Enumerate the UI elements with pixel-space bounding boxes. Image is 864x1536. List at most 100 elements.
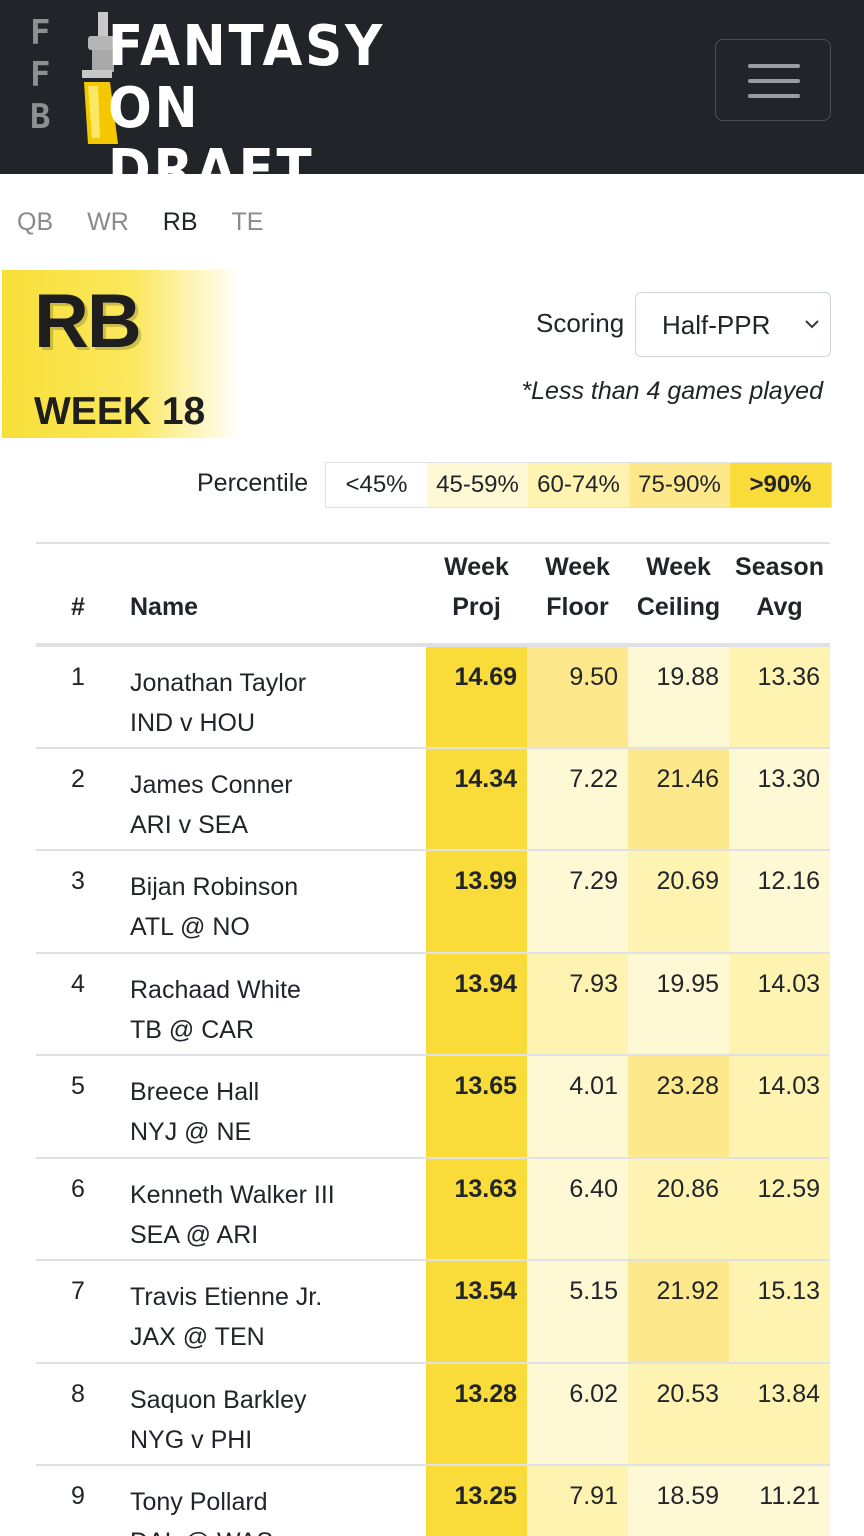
table-row[interactable]: 7 Travis Etienne Jr. JAX @ TEN 13.54 5.15 21.… (36, 1260, 830, 1364)
player-name[interactable]: Travis Etienne Jr. (130, 1283, 323, 1311)
player-name[interactable]: Kenneth Walker III (130, 1180, 335, 1209)
logo-ffb-letters: F F B (30, 12, 58, 147)
week-ceiling-cell: 21.46 (628, 747, 729, 851)
week-ceiling-cell: 23.28 (628, 1055, 729, 1159)
season-avg-cell: 14.03 (729, 1055, 830, 1159)
season-avg-cell: 12.59 (729, 1157, 830, 1261)
season-avg-cell: 14.03 (729, 952, 830, 1056)
hamburger-icon (748, 94, 800, 98)
player-matchup: SEA @ ARI (130, 1220, 259, 1249)
rank-cell: 8 (36, 1362, 120, 1466)
rank-cell: 7 (36, 1260, 120, 1364)
season-avg-cell: 13.84 (729, 1362, 830, 1466)
percentile-label: Percentile (197, 469, 309, 497)
week-proj-cell: 13.54 (426, 1260, 527, 1364)
player-name[interactable]: Jonathan Taylor (130, 669, 307, 697)
chevron-down-icon (805, 320, 819, 329)
heading-position: RB (34, 279, 142, 364)
week-ceiling-cell: 20.86 (628, 1157, 729, 1261)
player-name[interactable]: Breece Hall (130, 1078, 260, 1106)
table-row[interactable]: 2 James Conner ARI v SEA 14.34 7.22 21.46 13.3… (36, 747, 830, 851)
player-matchup: IND v HOU (130, 709, 255, 737)
table-row[interactable]: 3 Bijan Robinson ATL @ NO 13.99 7.29 20.69 12.… (36, 850, 830, 954)
week-floor-cell: 5.15 (527, 1260, 628, 1364)
percentile-band: 60-74% (528, 463, 629, 507)
table-row[interactable]: 5 Breece Hall NYJ @ NE 13.65 4.01 23.28 14.03 (36, 1055, 830, 1159)
player-matchup: NYG v PHI (130, 1425, 253, 1454)
scoring-select[interactable]: Half-PPR (635, 292, 831, 357)
week-proj-cell: 13.65 (426, 1055, 527, 1159)
player-cell: Kenneth Walker III SEA @ ARI (120, 1157, 426, 1261)
rank-cell: 6 (36, 1157, 120, 1261)
week-floor-cell: 6.02 (527, 1362, 628, 1466)
player-cell: Saquon Barkley NYG v PHI (120, 1362, 426, 1466)
player-name[interactable]: Bijan Robinson (130, 873, 299, 901)
table-row[interactable]: 4 Rachaad White TB @ CAR 13.94 7.93 19.95 14.0… (36, 952, 830, 1056)
week-floor-cell: 7.22 (527, 747, 628, 851)
week-ceiling-cell: 18.59 (628, 1465, 729, 1536)
column-header-rank[interactable]: # (36, 542, 120, 647)
week-floor-cell: 7.29 (527, 850, 628, 954)
column-header-week-proj[interactable]: Week Proj (426, 542, 527, 647)
table-header-row: # Name Week Proj Week Floor Week Ceiling (36, 542, 830, 647)
player-matchup: JAX @ TEN (130, 1323, 265, 1351)
player-name[interactable]: Tony Pollard (130, 1488, 268, 1516)
logo-wordmark: FANTASY ON DRAFT (108, 16, 409, 202)
rank-cell: 9 (36, 1465, 120, 1536)
rank-cell: 1 (36, 645, 120, 749)
player-cell: Bijan Robinson ATL @ NO (120, 850, 426, 954)
site-logo[interactable]: F F B FANTASY ON DRAFT (30, 12, 390, 202)
week-proj-cell: 13.63 (426, 1157, 527, 1261)
table-row[interactable]: 8 Saquon Barkley NYG v PHI 13.28 6.02 20.53 13… (36, 1362, 830, 1466)
tab-wr[interactable]: WR (87, 208, 129, 236)
tab-te[interactable]: TE (231, 208, 264, 236)
percentile-legend: <45% 45-59% 60-74% 75-90% >90% (325, 462, 832, 508)
week-proj-cell: 13.94 (426, 952, 527, 1056)
player-matchup: DAL @ WAS (130, 1522, 426, 1536)
table-row[interactable]: 1 Jonathan Taylor IND v HOU 14.69 9.50 19.88 1… (36, 645, 830, 749)
week-proj-cell: 13.25 (426, 1465, 527, 1536)
tab-qb[interactable]: QB (17, 208, 54, 236)
week-floor-cell: 7.91 (527, 1465, 628, 1536)
player-cell: Tony Pollard DAL @ WAS (120, 1465, 426, 1536)
player-name[interactable]: Rachaad White (130, 975, 301, 1004)
player-matchup: NYJ @ NE (130, 1118, 252, 1146)
logo-letter: F (30, 55, 51, 95)
week-ceiling-cell: 19.88 (628, 645, 729, 749)
player-cell: Breece Hall NYJ @ NE (120, 1055, 426, 1159)
column-header-name[interactable]: Name (120, 542, 426, 647)
navbar: F F B FANTASY ON DRAFT (0, 0, 864, 202)
table-row[interactable]: 6 Kenneth Walker III SEA @ ARI 13.63 6.40 20.… (36, 1157, 830, 1261)
week-proj-cell: 13.99 (426, 850, 527, 954)
rank-cell: 3 (36, 850, 120, 954)
logo-line-2: ON DRAFT (108, 76, 315, 203)
player-cell: Rachaad White TB @ CAR (120, 952, 426, 1056)
week-floor-cell: 9.50 (527, 645, 628, 749)
beer-tap-icon (82, 12, 118, 144)
logo-letter: F (30, 13, 51, 53)
column-header-season-avg[interactable]: Season Avg (729, 542, 830, 647)
season-avg-cell: 13.36 (729, 645, 830, 749)
week-proj-cell: 14.34 (426, 747, 527, 851)
player-cell: Travis Etienne Jr. JAX @ TEN (120, 1260, 426, 1364)
scoring-selected-value: Half-PPR (662, 310, 771, 340)
heading-week: WEEK 18 (34, 390, 206, 433)
page-heading: RB WEEK 18 (2, 270, 242, 438)
tab-rb[interactable]: RB (162, 208, 198, 236)
player-cell: James Conner ARI v SEA (120, 747, 426, 851)
season-avg-cell: 13.30 (729, 747, 830, 851)
rank-cell: 4 (36, 952, 120, 1056)
menu-toggle-button[interactable] (715, 39, 831, 121)
table-body: 1 Jonathan Taylor IND v HOU 14.69 9.50 19.88 1… (36, 645, 830, 1536)
season-avg-cell: 12.16 (729, 850, 830, 954)
hamburger-icon (748, 79, 800, 83)
week-proj-cell: 14.69 (426, 645, 527, 749)
column-header-week-floor[interactable]: Week Floor (527, 542, 628, 647)
table-row[interactable]: 9 Tony Pollard DAL @ WAS13.257.9118.5911.2… (36, 1465, 830, 1536)
player-name[interactable]: Saquon Barkley (130, 1385, 307, 1414)
week-ceiling-cell: 20.53 (628, 1362, 729, 1466)
logo-letter: B (30, 97, 51, 137)
season-avg-cell: 15.13 (729, 1260, 830, 1364)
player-name[interactable]: James Conner (130, 770, 293, 799)
column-header-week-ceiling[interactable]: Week Ceiling (628, 542, 729, 647)
